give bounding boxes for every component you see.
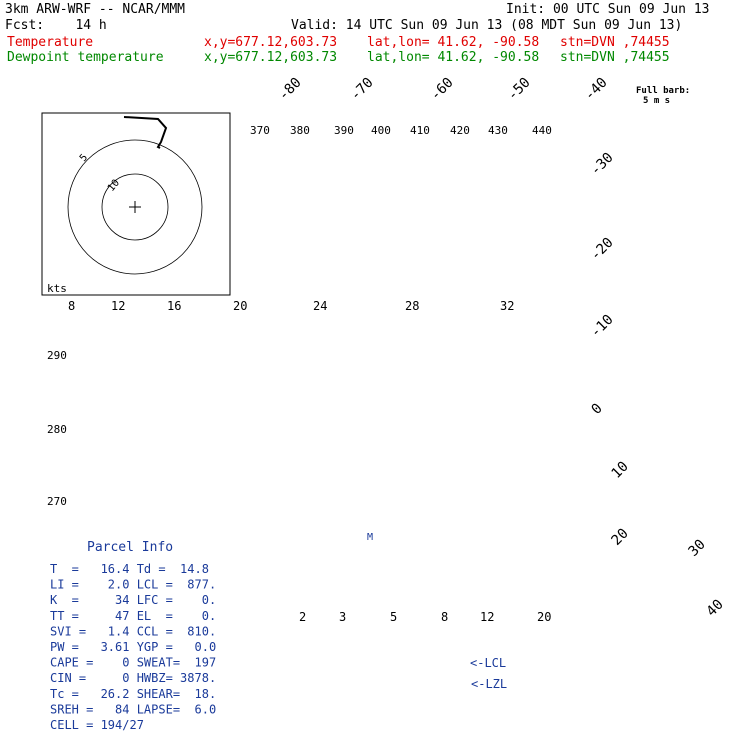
barb-legend-line1: Full barb: <box>636 86 690 96</box>
mixing-ratio-label: 8 <box>68 299 75 313</box>
forecast-hour: Fcst: 14 h <box>5 18 107 33</box>
isotherm-label: -50 <box>505 75 534 104</box>
isotherm-label: 10 <box>609 459 632 482</box>
hodograph-box <box>41 112 231 296</box>
theta-label: 420 <box>450 124 470 137</box>
barb-legend-line2: 5 m s <box>643 96 670 106</box>
isotherm-label: -70 <box>348 75 377 104</box>
isotherm-label: -60 <box>428 75 457 104</box>
isotherm-label: -80 <box>276 75 305 104</box>
mixing-ratio-label: 5 <box>390 610 397 624</box>
theta-label: 290 <box>47 349 67 362</box>
valid-time: Valid: 14 UTC Sun 09 Jun 13 (08 MDT Sun … <box>291 18 683 33</box>
parcel-info-row: SREH = 84 LAPSE= 6.0 <box>50 702 216 716</box>
theta-label: 270 <box>47 495 67 508</box>
mixing-ratio-label: 16 <box>167 299 181 313</box>
theta-label: 400 <box>371 124 391 137</box>
theta-label: 280 <box>47 423 67 436</box>
init-time: Init: 00 UTC Sun 09 Jun 13 <box>506 2 710 17</box>
theta-label: 440 <box>532 124 552 137</box>
parcel-info-row: T = 16.4 Td = 14.8 <box>50 562 209 576</box>
parcel-info-title: Parcel Info <box>87 540 173 555</box>
parcel-info-row: Tc = 26.2 SHEAR= 18. <box>50 687 216 701</box>
mixing-ratio-label: 12 <box>480 610 494 624</box>
isotherm-label: -40 <box>582 75 611 104</box>
mixing-ratio-label: 2 <box>299 610 306 624</box>
isotherm-label: 30 <box>686 537 709 560</box>
hodograph-trace <box>123 116 168 149</box>
mixing-ratio-label: 24 <box>313 299 327 313</box>
hodograph-ring <box>101 173 169 241</box>
mixing-ratio-label: 12 <box>111 299 125 313</box>
parcel-info-row: CELL = 194/27 <box>50 718 144 732</box>
legend-dewpoint-stn: stn=DVN ,74455 <box>560 50 670 65</box>
parcel-info-row: PW = 3.61 YGP = 0.0 <box>50 640 216 654</box>
mixing-ratio-label: 20 <box>537 610 551 624</box>
parcel-info-row: K = 34 LFC = 0. <box>50 593 216 607</box>
mixing-ratio-label: 8 <box>441 610 448 624</box>
legend-temperature-xy: x,y=677.12,603.73 <box>204 35 338 50</box>
isotherm-label: 40 <box>704 597 727 620</box>
legend-temperature-stn: stn=DVN ,74455 <box>560 35 670 50</box>
parcel-info-row: CIN = 0 HWBZ= 3878. <box>50 671 216 685</box>
hodograph-ring-label: 5 <box>78 152 90 164</box>
hodograph-ring <box>67 139 203 275</box>
mixing-ratio-label: 28 <box>405 299 419 313</box>
mixing-ratio-label: 3 <box>339 610 346 624</box>
legend-dewpoint-latlon: lat,lon= 41.62, -90.58 <box>367 50 540 65</box>
mixing-ratio-label: 20 <box>233 299 247 313</box>
parcel-info-row: LI = 2.0 LCL = 877. <box>50 578 216 592</box>
legend-dewpoint-xy: x,y=677.12,603.73 <box>204 50 338 65</box>
parcel-info-row: SVI = 1.4 CCL = 810. <box>50 624 216 638</box>
lzl-annotation: <-LZL <box>471 677 507 691</box>
theta-label: 430 <box>488 124 508 137</box>
hodograph-units: kts <box>47 282 67 295</box>
theta-label: 380 <box>290 124 310 137</box>
isotherm-label: -20 <box>588 235 617 264</box>
parcel-info-row: TT = 47 EL = 0. <box>50 609 216 623</box>
mixing-ratio-label: 32 <box>500 299 514 313</box>
parcel-info-row: CAPE = 0 SWEAT= 197 <box>50 656 216 670</box>
isotherm-label: -10 <box>588 312 617 341</box>
legend-temperature-latlon: lat,lon= 41.62, -90.58 <box>367 35 540 50</box>
theta-label: 390 <box>334 124 354 137</box>
theta-label: 370 <box>250 124 270 137</box>
legend-dewpoint: Dewpoint temperature <box>7 50 164 65</box>
legend-temperature: Temperature <box>7 35 94 50</box>
m-marker: M <box>367 532 373 543</box>
isotherm-label: -30 <box>588 150 617 179</box>
parcel-info-panel <box>42 535 227 722</box>
isotherm-label: 20 <box>609 526 632 549</box>
isotherm-label: 0 <box>589 401 606 418</box>
theta-label: 410 <box>410 124 430 137</box>
model-title: 3km ARW-WRF -- NCAR/MMM <box>5 2 186 17</box>
lcl-annotation: <-LCL <box>470 656 506 670</box>
